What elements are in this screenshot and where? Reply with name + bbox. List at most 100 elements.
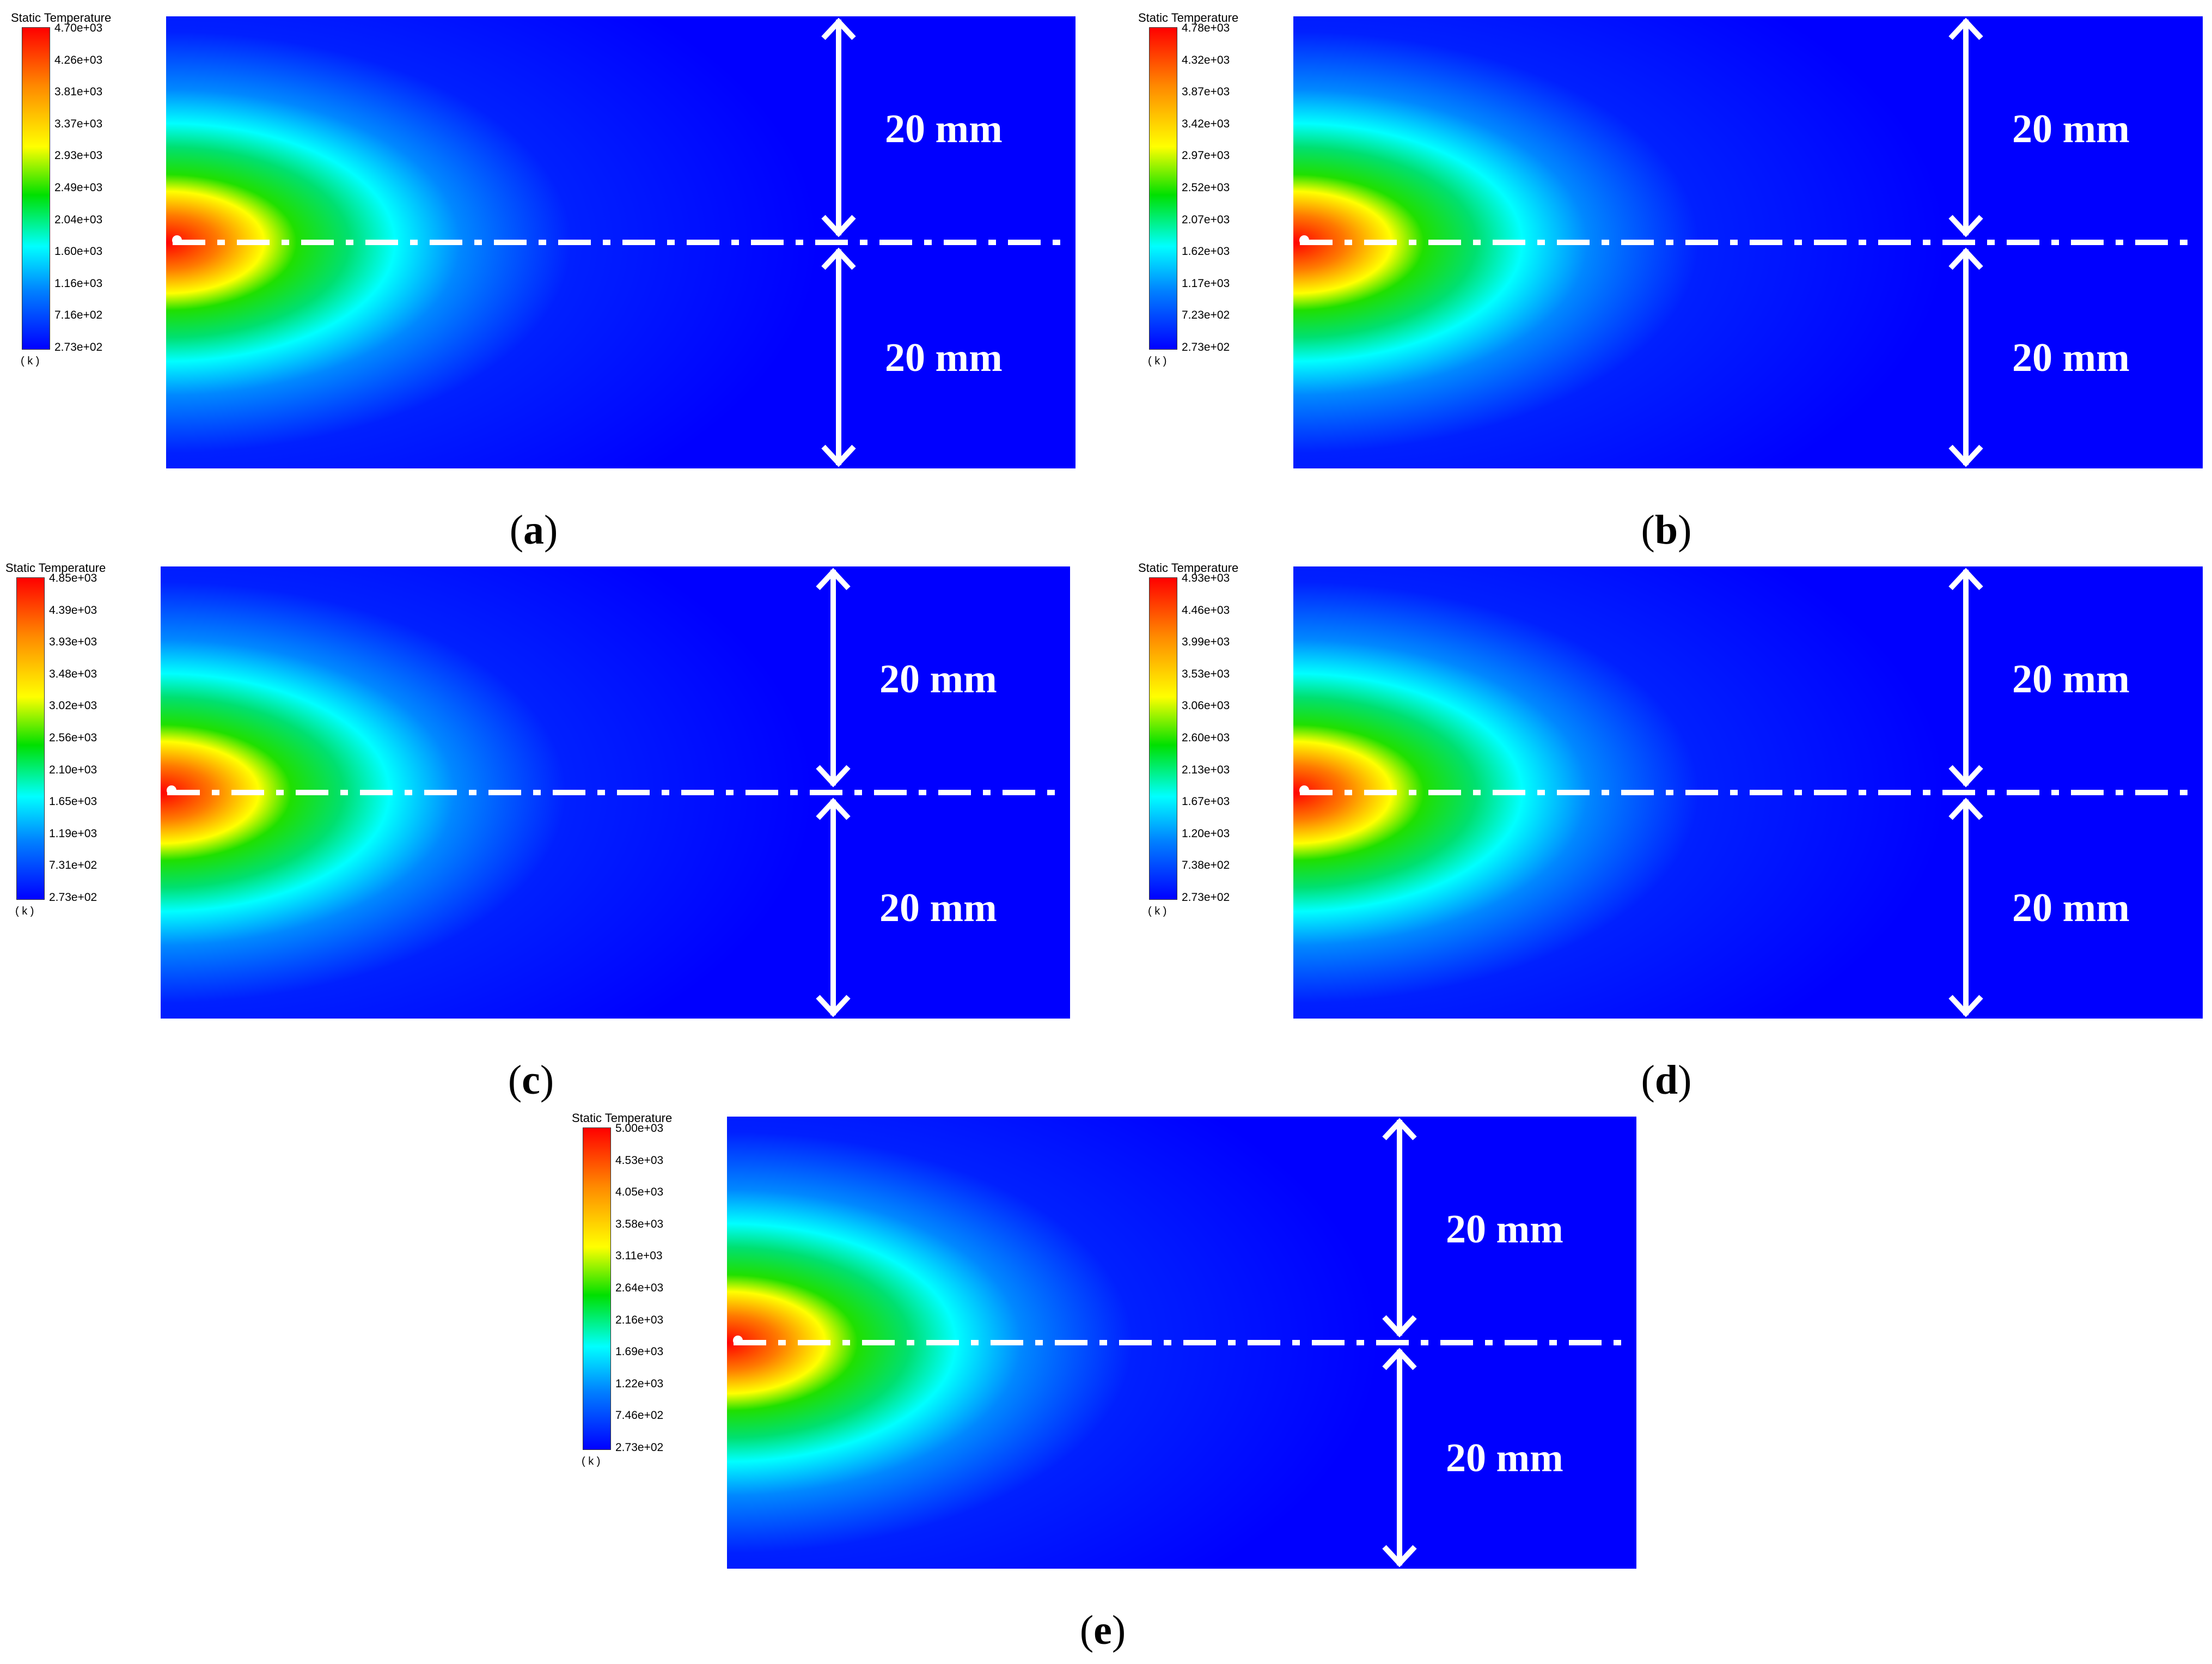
colorbar-tick-label: 2.49e+03 [54,181,103,194]
legend-units: ( k ) [1148,905,1167,917]
arrowhead [1948,247,1983,270]
colorbar-tick-label: 3.99e+03 [1182,636,1230,649]
legend-title: Static Temperature [1138,561,1239,575]
colorbar-tick-label: 4.85e+03 [49,572,97,584]
colorbar-tick-label: 2.52e+03 [1182,181,1230,194]
colorbar-tick-label: 1.20e+03 [1182,827,1230,840]
panel-letter: a [523,507,544,553]
colorbar-tick-label: 2.13e+03 [1182,763,1230,776]
colorbar-tick-label: 4.39e+03 [49,604,97,617]
temperature-field: 20 mm 20 mm [727,1117,1636,1569]
colorbar [583,1127,611,1450]
colorbar-tick-label: 1.62e+03 [1182,245,1230,258]
arrowhead [1948,215,1983,237]
colorbar-tick-label: 1.60e+03 [54,245,103,258]
panel-caption: (c) [508,1057,554,1103]
centerline-start-marker [1299,235,1309,245]
colorbar-tick-label: 7.23e+02 [1182,309,1230,322]
colorbar-tick-label: 2.73e+02 [49,891,97,904]
colorbar-tick-label: 2.93e+03 [54,149,103,162]
colorbar-tick-label: 3.42e+03 [1182,117,1230,130]
legend-units: ( k ) [21,355,40,367]
panel-caption: (d) [1641,1057,1692,1103]
colorbar-tick-label: 1.19e+03 [49,827,97,840]
contour-panel: Static Temperature 5.00e+03 4.53e+03 4.05e+… [572,1111,1661,1656]
colorbar-tick-label: 2.73e+02 [615,1441,664,1454]
contour-panel: Static Temperature 4.70e+03 4.26e+03 3.81e+… [11,11,1100,556]
colorbar-tick-label: 2.10e+03 [49,763,97,776]
arrowhead [1382,1348,1417,1370]
dimension-label-lower: 20 mm [879,886,997,930]
arrowhead [821,17,856,40]
colorbar [22,27,50,350]
colorbar-tick-label: 7.38e+02 [1182,859,1230,872]
colorbar-tick-label: 1.69e+03 [615,1345,664,1358]
temperature-field: 20 mm 20 mm [166,16,1076,468]
legend-units: ( k ) [582,1455,601,1467]
contour-panel: Static Temperature 4.85e+03 4.39e+03 3.93e+… [5,561,1095,1106]
dimension-label-lower: 20 mm [2012,886,2130,930]
dimension-label-upper: 20 mm [885,107,1003,151]
legend-title: Static Temperature [572,1111,673,1125]
centerline-start-marker [172,235,182,245]
colorbar-tick-label: 1.17e+03 [1182,277,1230,290]
centerline-start-marker [733,1336,743,1345]
legend-units: ( k ) [15,905,34,917]
colorbar-tick-label: 5.00e+03 [615,1122,664,1135]
colorbar-tick-label: 3.37e+03 [54,117,103,130]
arrowhead [1948,568,1983,590]
arrowhead [816,995,851,1017]
colorbar-tick-label: 4.53e+03 [615,1154,664,1167]
colorbar-tick-label: 2.60e+03 [1182,732,1230,744]
colorbar-tick-label: 7.16e+02 [54,309,103,322]
arrowhead [1948,765,1983,788]
legend-title: Static Temperature [1138,11,1239,25]
legend-title: Static Temperature [11,11,112,25]
colorbar-tick-label: 3.81e+03 [54,86,103,99]
colorbar-tick-label: 2.73e+02 [54,341,103,353]
colorbar-tick-label: 2.07e+03 [1182,213,1230,226]
arrowhead [821,247,856,270]
colorbar-tick-label: 4.70e+03 [54,22,103,34]
dimension-label-upper: 20 mm [879,657,997,702]
arrowhead [1948,995,1983,1017]
colorbar-tick-label: 3.93e+03 [49,636,97,649]
colorbar-tick-label: 2.04e+03 [54,213,103,226]
colorbar-tick-label: 2.56e+03 [49,732,97,744]
arrowhead [1382,1315,1417,1338]
legend-units: ( k ) [1148,355,1167,367]
colorbar-tick-label: 1.65e+03 [49,795,97,808]
colorbar-tick-label: 3.53e+03 [1182,667,1230,680]
colorbar-tick-label: 2.73e+02 [1182,341,1230,353]
colorbar-tick-label: 3.48e+03 [49,667,97,680]
arrowhead [821,444,856,467]
dimension-label-upper: 20 mm [2012,107,2130,151]
dimension-label-lower: 20 mm [1446,1436,1563,1480]
arrowhead [821,215,856,237]
arrowhead [816,568,851,590]
colorbar-tick-label: 3.11e+03 [615,1249,663,1263]
panel-letter: e [1093,1607,1112,1653]
temperature-field: 20 mm 20 mm [1293,566,2203,1019]
colorbar [1149,577,1177,900]
dimension-label-upper: 20 mm [2012,657,2130,702]
panel-letter: b [1654,507,1678,553]
panel-caption: (b) [1641,507,1692,553]
dimension-label-lower: 20 mm [2012,336,2130,380]
colorbar-tick-label: 3.58e+03 [615,1217,664,1230]
legend-title: Static Temperature [5,561,106,575]
temperature-field: 20 mm 20 mm [161,566,1070,1019]
colorbar-tick-label: 1.67e+03 [1182,795,1230,808]
dimension-label-upper: 20 mm [1446,1207,1563,1252]
panel-letter: c [522,1057,540,1103]
colorbar-tick-label: 1.22e+03 [615,1377,664,1390]
colorbar-tick-label: 4.05e+03 [615,1186,664,1199]
arrowhead [1948,17,1983,40]
colorbar-tick-label: 7.31e+02 [49,859,97,872]
centerline-start-marker [167,785,176,795]
arrowhead [1382,1118,1417,1141]
colorbar-tick-label: 3.87e+03 [1182,86,1230,99]
contour-panel: Static Temperature 4.93e+03 4.46e+03 3.99e+… [1138,561,2212,1106]
arrowhead [1382,1545,1417,1568]
temperature-field: 20 mm 20 mm [1293,16,2203,468]
